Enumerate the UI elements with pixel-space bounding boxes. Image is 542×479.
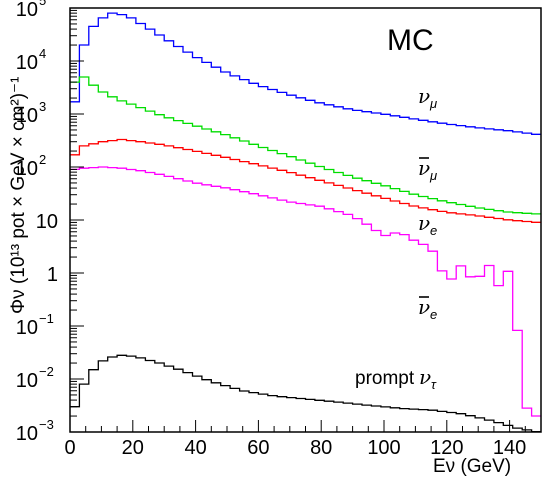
series-line-1 — [70, 76, 541, 215]
y-tick-exponent: −1 — [39, 311, 54, 326]
series-line-4 — [70, 354, 541, 433]
series-line-3 — [70, 166, 541, 417]
y-tick-label: 10 — [16, 158, 38, 180]
x-tick-label: 60 — [247, 437, 269, 459]
series-label-symbol: ν — [418, 295, 430, 319]
series-label-prefix: prompt — [355, 368, 415, 389]
y-tick-exponent: −2 — [39, 364, 54, 379]
y-axis-title: Φν (10¹³ pot × GeV × cm²)⁻¹ — [8, 77, 29, 314]
x-tick-label: 120 — [430, 437, 463, 459]
series-label-subscript: e — [430, 223, 437, 238]
x-tick-label: 40 — [184, 437, 206, 459]
x-tick-label: 0 — [64, 437, 75, 459]
series-layer — [70, 12, 541, 433]
series-label-subscript: μ — [429, 168, 437, 183]
y-tick-exponent: 2 — [39, 152, 46, 167]
y-tick-exponent: 3 — [39, 99, 46, 114]
series-label-symbol: ν — [418, 211, 430, 235]
series-label-symbol: ν — [418, 84, 430, 108]
x-tick-label: 100 — [367, 437, 400, 459]
series-label-subscript: μ — [429, 96, 437, 111]
y-tick-exponent: −3 — [39, 417, 54, 432]
y-tick-label: 10 — [16, 0, 38, 21]
y-tick-exponent: 4 — [39, 46, 46, 61]
y-tick-label: 10 — [16, 423, 38, 445]
y-tick-label: 10 — [16, 105, 38, 127]
y-tick-label: 10 — [16, 317, 38, 339]
chart-title: MC — [387, 24, 434, 57]
series-line-2 — [70, 138, 541, 223]
x-tick-label: 80 — [310, 437, 332, 459]
y-tick-label: 10 — [16, 52, 38, 74]
x-axis-title: Eν (GeV) — [433, 456, 511, 477]
y-tick-label: 10 — [36, 211, 58, 233]
series-label-symbol: ν — [418, 156, 430, 180]
y-tick-label: 10 — [16, 370, 38, 392]
series-label-subscript: τ — [431, 377, 437, 392]
series-label-subscript: e — [430, 307, 437, 322]
y-tick-exponent: 5 — [39, 0, 46, 8]
y-tick-label: 1 — [47, 264, 58, 286]
series-line-0 — [70, 12, 541, 135]
x-tick-label: 140 — [493, 437, 526, 459]
x-tick-label: 20 — [122, 437, 144, 459]
series-label-symbol: ν — [419, 365, 431, 389]
